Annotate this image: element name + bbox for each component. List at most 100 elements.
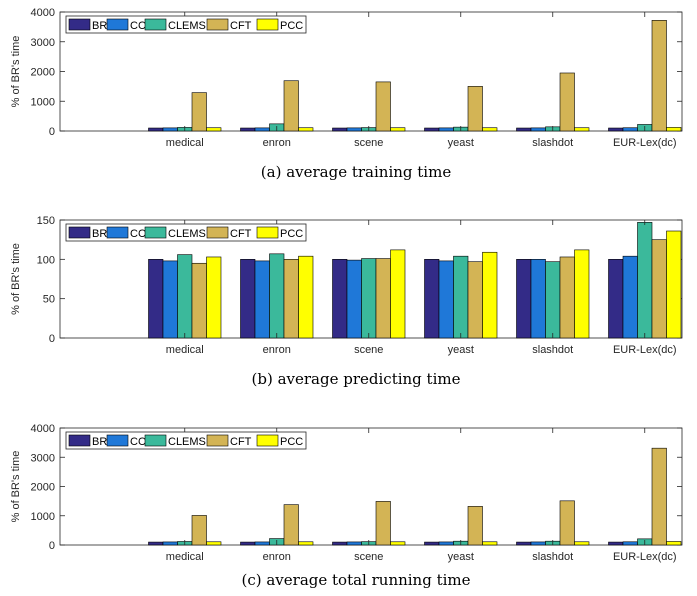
bar-pcc-enron: [298, 541, 314, 546]
bar-cft-yeast: [467, 86, 483, 132]
chart-panel-2: 0 50 100 150 % of BR's time medical enron scene…: [10, 215, 683, 388]
y-tick-label: 50: [43, 294, 55, 306]
bar-cft-scene: [375, 258, 391, 339]
y-tick-label: 0: [49, 333, 55, 345]
bar-cft-medical: [191, 262, 207, 339]
legend-swatch-cc: [106, 226, 129, 239]
legend-label-pcc: PCC: [280, 20, 303, 32]
legend-label-cc: CC: [130, 436, 146, 448]
legend-swatch-cc: [106, 18, 129, 31]
bar-clems-scene: [361, 258, 377, 339]
bar-cft-slashdot: [559, 500, 575, 546]
bar-br-scene: [332, 541, 348, 546]
bar-cft-slashdot: [559, 256, 575, 339]
bar-br-medical: [148, 127, 164, 132]
x-tick-label: scene: [354, 137, 383, 149]
bar-cc-scene: [346, 127, 362, 132]
bar-br-eur-lex-dc-: [608, 259, 624, 339]
x-tick-label: enron: [263, 344, 291, 356]
bar-br-medical: [148, 259, 164, 339]
x-tick-label: slashdot: [532, 137, 573, 149]
bar-cft-enron: [283, 504, 299, 546]
legend-label-clems: CLEMS: [168, 228, 206, 240]
bar-pcc-scene: [390, 249, 406, 339]
legend-swatch-br: [68, 18, 91, 31]
bar-br-eur-lex-dc-: [608, 127, 624, 132]
x-tick-label: EUR-Lex(dc): [613, 137, 677, 149]
bar-br-yeast: [424, 259, 440, 339]
x-tick-label: scene: [354, 551, 383, 563]
y-axis-label: % of BR's time: [10, 243, 22, 315]
legend-swatch-clems: [144, 434, 167, 447]
chart-panel-1: 0 1000 2000 3000 4000 % of BR's time medical en…: [10, 7, 683, 181]
bar-cc-enron: [254, 127, 270, 132]
y-tick-label: 1000: [31, 96, 55, 108]
y-tick-label: 0: [49, 126, 55, 138]
bar-br-slashdot: [516, 127, 532, 132]
legend-label-cc: CC: [130, 228, 146, 240]
bar-cc-slashdot: [530, 259, 546, 339]
bar-clems-yeast: [453, 255, 469, 339]
bar-cft-scene: [375, 501, 391, 546]
bar-br-medical: [148, 541, 164, 546]
bar-clems-medical: [177, 254, 193, 339]
bar-cft-yeast: [467, 506, 483, 546]
bar-cc-medical: [162, 541, 178, 546]
bar-pcc-enron: [298, 127, 314, 132]
bar-pcc-scene: [390, 127, 406, 132]
bar-br-enron: [240, 541, 256, 546]
bar-cft-yeast: [467, 261, 483, 339]
x-tick-label: enron: [263, 137, 291, 149]
bar-cc-enron: [254, 260, 270, 339]
legend-label-br: BR: [92, 228, 107, 240]
bar-pcc-yeast: [482, 127, 498, 132]
legend-swatch-clems: [144, 18, 167, 31]
legend-swatch-cft: [206, 226, 229, 239]
bar-br-enron: [240, 259, 256, 339]
y-tick-label: 3000: [31, 37, 55, 49]
bar-br-slashdot: [516, 541, 532, 546]
bar-pcc-slashdot: [574, 127, 590, 132]
x-tick-label: EUR-Lex(dc): [613, 344, 677, 356]
bar-br-scene: [332, 259, 348, 339]
legend-swatch-br: [68, 434, 91, 447]
bar-pcc-slashdot: [574, 249, 590, 339]
bar-cft-scene: [375, 81, 391, 132]
x-tick-label: enron: [263, 551, 291, 563]
bar-pcc-enron: [298, 255, 314, 339]
y-tick-label: 2000: [31, 67, 55, 79]
legend-label-cc: CC: [130, 20, 146, 32]
bar-cc-slashdot: [530, 127, 546, 132]
legend: BR CC CLEMS CFT PCC: [65, 431, 307, 450]
x-tick-label: medical: [166, 137, 204, 149]
y-tick-label: 3000: [31, 452, 55, 464]
legend-swatch-cft: [206, 18, 229, 31]
bar-clems-enron: [269, 253, 285, 339]
legend-label-cft: CFT: [230, 228, 252, 240]
bar-cc-yeast: [438, 127, 454, 132]
bar-pcc-eur-lex-dc-: [666, 541, 682, 546]
legend-label-br: BR: [92, 20, 107, 32]
legend-label-cft: CFT: [230, 20, 252, 32]
bar-cc-slashdot: [530, 541, 546, 546]
bar-cc-medical: [162, 127, 178, 132]
bar-clems-eur-lex-dc-: [637, 222, 653, 339]
y-tick-label: 150: [37, 215, 55, 227]
legend-label-br: BR: [92, 436, 107, 448]
x-tick-label: yeast: [448, 551, 474, 563]
legend-label-clems: CLEMS: [168, 20, 206, 32]
bar-pcc-yeast: [482, 251, 498, 339]
bar-cft-medical: [191, 92, 207, 132]
bar-cft-medical: [191, 515, 207, 546]
bar-br-yeast: [424, 127, 440, 132]
bar-pcc-eur-lex-dc-: [666, 230, 682, 339]
y-axis-label: % of BR's time: [10, 36, 22, 108]
x-tick-label: medical: [166, 551, 204, 563]
y-tick-label: 2000: [31, 482, 55, 494]
bar-pcc-slashdot: [574, 541, 590, 546]
bar-cc-eur-lex-dc-: [622, 127, 638, 132]
x-tick-label: slashdot: [532, 344, 573, 356]
panel-caption: (a) average training time: [261, 163, 452, 181]
chart-panel-3: 0 1000 2000 3000 4000 % of BR's time medical en…: [10, 423, 683, 589]
